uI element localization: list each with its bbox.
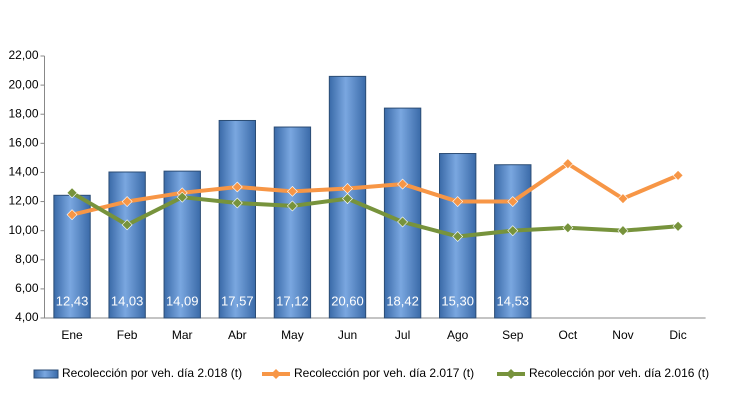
x-tick-label: Abr: [228, 328, 247, 342]
marker: [286, 200, 298, 212]
y-tick-label: 4,00: [15, 310, 39, 324]
marker: [672, 169, 684, 181]
marker: [121, 196, 133, 207]
marker: [121, 219, 133, 231]
y-tick-label: 14,00: [8, 165, 38, 179]
value-label: 15,30: [441, 293, 474, 308]
marker: [452, 196, 464, 207]
value-label: 14,03: [111, 293, 144, 308]
x-tick-label: Ene: [61, 328, 83, 342]
x-tick-label: Nov: [612, 328, 633, 342]
legend-marker: [506, 369, 516, 379]
marker: [66, 209, 78, 221]
value-label: 14,09: [166, 293, 199, 308]
marker: [617, 225, 629, 237]
legend-swatch: [33, 369, 59, 379]
line: [71, 161, 679, 217]
x-tick-label: Oct: [559, 328, 578, 342]
marker: [231, 181, 243, 193]
y-tick-label: 18,00: [8, 106, 38, 120]
legend-label: Recolección por veh. día 2.016 (t): [529, 366, 709, 380]
marker: [286, 185, 298, 197]
y-tick-label: 10,00: [8, 223, 38, 237]
bar: [273, 126, 312, 319]
legend-label: Recolección por veh. día 2.018 (t): [62, 366, 242, 380]
x-tick-label: Sep: [502, 328, 524, 342]
y-tick-label: 8,00: [15, 252, 39, 266]
value-label: 18,42: [386, 293, 419, 308]
value-label: 14,53: [497, 293, 530, 308]
x-tick-label: Feb: [117, 328, 138, 342]
legend-marker: [271, 369, 281, 379]
marker: [507, 196, 519, 207]
x-tick-label: Jul: [395, 328, 410, 342]
value-label: 17,12: [276, 293, 309, 308]
bar: [218, 119, 257, 319]
y-tick-label: 16,00: [8, 136, 38, 150]
value-label: 17,57: [221, 293, 254, 308]
marker: [452, 231, 464, 242]
marker: [507, 225, 519, 237]
y-tick-label: 6,00: [15, 281, 39, 295]
line: [71, 191, 679, 239]
marker: [562, 222, 574, 234]
x-tick-label: May: [281, 328, 304, 342]
x-tick-label: Mar: [172, 328, 193, 342]
marker: [176, 191, 188, 203]
marker: [672, 220, 684, 232]
y-tick-label: 12,00: [8, 194, 38, 208]
marker: [231, 197, 243, 209]
bar: [383, 107, 422, 319]
x-tick-label: Ago: [447, 328, 469, 342]
x-tick-label: Dic: [669, 328, 686, 342]
marker: [397, 178, 409, 190]
marker: [562, 158, 574, 170]
y-tick-label: 20,00: [8, 77, 38, 91]
value-label: 12,43: [56, 293, 89, 308]
marker: [66, 187, 78, 199]
legend-label: Recolección por veh. día 2.017 (t): [294, 366, 474, 380]
marker: [342, 193, 353, 205]
x-tick-label: Jun: [338, 328, 357, 342]
marker: [397, 216, 409, 228]
bar: [494, 164, 532, 319]
y-tick-label: 22,00: [8, 48, 38, 62]
value-label: 20,60: [331, 293, 364, 308]
marker: [617, 193, 629, 205]
